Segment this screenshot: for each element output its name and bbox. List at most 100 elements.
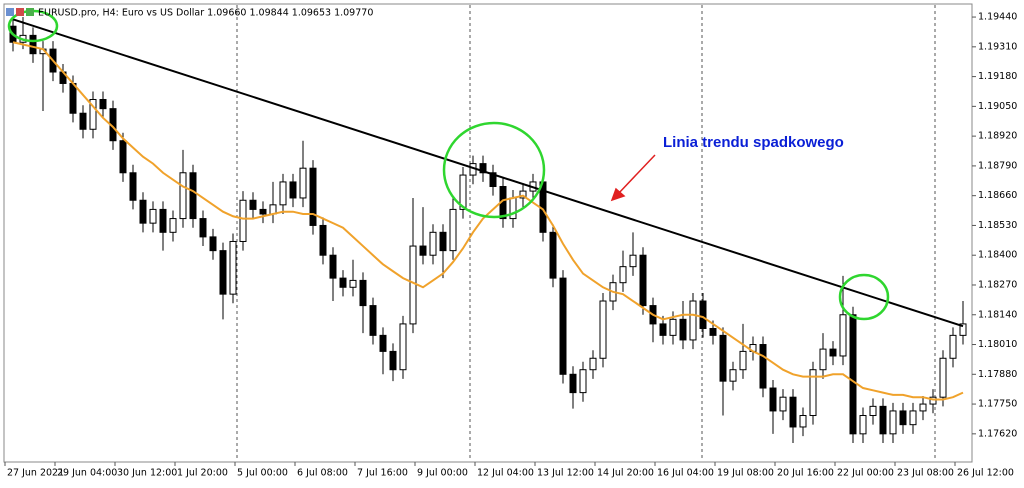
y-tick-label: 1.18660 — [978, 190, 1017, 201]
header: EURUSD.pro, H4: Euro vs US Dollar 1.0966… — [6, 8, 373, 19]
candle-body — [349, 279, 357, 288]
candle-body — [129, 172, 137, 201]
candle-body — [949, 334, 957, 359]
candle-body — [139, 199, 147, 224]
x-tick-label: 9 Jul 00:00 — [417, 468, 468, 479]
x-tick-label: 14 Jul 20:00 — [597, 468, 654, 479]
y-tick-label: 1.18400 — [978, 250, 1017, 261]
x-tick-label: 16 Jul 04:00 — [657, 468, 714, 479]
candle-body — [569, 373, 577, 394]
candle-body — [839, 314, 847, 357]
x-tick-label: 20 Jul 16:00 — [777, 468, 834, 479]
candle-body — [399, 323, 407, 371]
candle-body — [359, 279, 367, 307]
candle-body — [789, 396, 797, 428]
candle-body — [179, 172, 187, 220]
candle-body — [289, 181, 297, 199]
candle-body — [759, 344, 767, 389]
candle-body — [219, 250, 227, 295]
candle-body — [369, 305, 377, 336]
candle-body — [849, 314, 857, 435]
arrow — [610, 154, 656, 202]
candle-body — [249, 199, 257, 210]
candle-body — [259, 208, 267, 215]
y-tick-label: 1.19440 — [978, 12, 1017, 23]
candle-body — [29, 34, 37, 55]
candle-body — [449, 208, 457, 252]
annotation: Linia trendu spadkowego — [663, 134, 844, 151]
candle-body — [209, 236, 217, 252]
x-tick-label: 23 Jul 08:00 — [897, 468, 954, 479]
y-tick-label: 1.17620 — [978, 428, 1017, 439]
highlight-circle — [442, 121, 546, 219]
candle-body — [479, 163, 487, 174]
y-tick-label: 1.18010 — [978, 339, 1017, 350]
candle-body — [909, 410, 917, 426]
candle-body — [799, 415, 807, 428]
candle-body — [459, 174, 467, 210]
candle-body — [549, 231, 557, 279]
y-tick-label: 1.18270 — [978, 279, 1017, 290]
y-tick-label: 1.17750 — [978, 399, 1017, 410]
plot-area — [3, 3, 973, 463]
y-tick-label: 1.18530 — [978, 220, 1017, 231]
candle-body — [159, 208, 167, 233]
candle-body — [559, 277, 567, 375]
icon — [16, 8, 24, 16]
x-tick-label: 26 Jul 12:00 — [957, 468, 1014, 479]
candle-body — [629, 254, 637, 268]
y-tick-label: 1.19050 — [978, 101, 1017, 112]
candle-body — [279, 181, 287, 206]
candle-body — [899, 410, 907, 426]
candle-body — [379, 334, 387, 352]
candle-body — [429, 231, 437, 256]
candle-body — [709, 327, 717, 336]
candle-body — [729, 369, 737, 382]
candle-body — [689, 300, 697, 341]
candle-body — [829, 348, 837, 357]
candle-body — [409, 245, 417, 325]
candle-body — [589, 357, 597, 371]
candle-body — [679, 318, 687, 341]
candle-body — [79, 112, 87, 130]
x-tick-label: 19 Jul 08:00 — [717, 468, 774, 479]
x-tick-label: 7 Jul 16:00 — [357, 468, 408, 479]
arrow-line — [617, 154, 656, 195]
candle-body — [319, 224, 327, 256]
candle-body — [929, 396, 937, 405]
x-tick-label: 1 Jul 20:00 — [177, 468, 228, 479]
x-tick-label: 22 Jul 00:00 — [837, 468, 894, 479]
candle-body — [809, 369, 817, 417]
week-separators — [236, 5, 936, 461]
x-tick-label: 13 Jul 12:00 — [537, 468, 594, 479]
candle-body — [329, 254, 337, 279]
y-tick-label: 1.19310 — [978, 41, 1017, 52]
candle-body — [659, 323, 667, 336]
y-tick-label: 1.19180 — [978, 71, 1017, 82]
candle-body — [419, 245, 427, 256]
candle-body — [939, 357, 947, 398]
y-tick-label: 1.18790 — [978, 160, 1017, 171]
candle-body — [719, 334, 727, 382]
x-tick-label: 27 Jun 2021 — [7, 468, 64, 479]
candle-body — [859, 415, 867, 435]
candle-body — [489, 172, 497, 188]
y-tick-label: 1.18140 — [978, 309, 1017, 320]
candle-body — [819, 348, 827, 371]
candle-body — [339, 277, 347, 288]
x-tick-label: 12 Jul 04:00 — [477, 468, 534, 479]
candle-body — [619, 266, 627, 284]
candle-body — [699, 300, 707, 329]
icon — [26, 8, 34, 16]
chart-title: EURUSD.pro, H4: Euro vs US Dollar 1.0966… — [38, 8, 373, 19]
trendline — [12, 18, 964, 328]
x-tick-label: 29 Jun 04:00 — [57, 468, 117, 479]
candle-body — [579, 369, 587, 394]
candle-body — [229, 240, 237, 295]
candle-body — [239, 199, 247, 242]
candle-body — [779, 396, 787, 412]
candle-body — [769, 387, 777, 412]
icon — [6, 8, 14, 16]
highlight-circle — [838, 273, 890, 321]
candle-body — [69, 82, 77, 114]
